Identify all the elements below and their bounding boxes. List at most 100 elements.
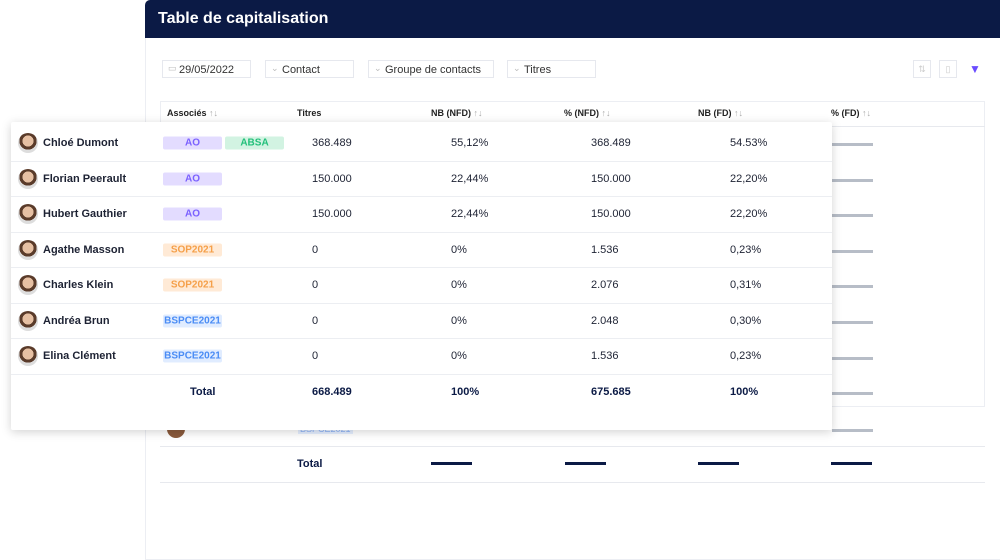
title-badge: BSPCE2021 [163, 349, 222, 363]
pct-nfd-cell: 22,44% [451, 172, 489, 185]
total-row: Total 668.489 100% 675.685 100% [11, 375, 832, 411]
associate-name: Charles Klein [43, 279, 114, 292]
col-pct-nfd[interactable]: % (NFD) ↑↓ [564, 108, 611, 118]
titres-cell: 0 [312, 350, 319, 363]
sort-icon: ↑↓ [601, 108, 611, 118]
pct-fd-cell: 22,20% [730, 172, 768, 185]
titres-cell: 0 [312, 243, 319, 256]
total-pct-fd: 100% [730, 386, 759, 399]
titres-cell: 368.489 [312, 137, 352, 150]
avatar [18, 204, 38, 225]
pct-nfd-cell: 0% [451, 314, 467, 327]
titres-cell: 0 [312, 314, 319, 327]
titres-label: Titres [524, 64, 552, 76]
nb-fd-cell: 368.489 [591, 137, 631, 150]
table-row[interactable]: Agathe Masson SOP2021 0 0% 1.536 0,23% [11, 233, 832, 268]
filter-icon[interactable]: ▼ [969, 62, 981, 76]
pct-fd-cell: 22,20% [730, 208, 768, 221]
pct-fd-cell: 54.53% [730, 137, 768, 150]
title-badge: BSPCE2021 [163, 314, 222, 328]
col-titres[interactable]: Titres [297, 108, 322, 118]
placeholder-bar [832, 285, 873, 288]
chevron-down-icon: ⌄ [513, 63, 521, 73]
chevron-down-icon: ⌄ [374, 63, 382, 73]
table-row[interactable]: Elina Clément BSPCE2021 0 0% 1.536 0,23% [11, 339, 832, 375]
table-row[interactable]: Charles Klein SOP2021 0 0% 2.076 0,31% [11, 268, 832, 304]
placeholder-bar [832, 179, 873, 182]
associate-name: Elina Clément [43, 350, 116, 363]
titres-cell: 150.000 [312, 208, 352, 221]
placeholder-bar [832, 214, 873, 217]
total-label: Total [190, 386, 216, 399]
total-nb-fd: 675.685 [591, 386, 631, 399]
date-value: 29/05/2022 [179, 64, 235, 76]
associate-name: Agathe Masson [43, 243, 125, 256]
pct-nfd-cell: 0% [451, 243, 467, 256]
columns-button[interactable]: ⇅ [913, 60, 931, 78]
placeholder-bar [832, 357, 873, 360]
nb-fd-cell: 150.000 [591, 172, 631, 185]
col-nb-fd[interactable]: NB (FD) ↑↓ [698, 108, 744, 118]
pct-fd-cell: 0,23% [730, 243, 762, 256]
associate-name: Chloé Dumont [43, 137, 119, 150]
placeholder-bar [832, 321, 873, 324]
placeholder-bar [831, 462, 872, 465]
table-row[interactable]: Florian Peerault AO 150.000 22,44% 150.000… [11, 162, 832, 197]
divider [160, 446, 985, 447]
avatar [18, 168, 38, 189]
placeholder-bar [698, 462, 739, 465]
placeholder-bar [832, 392, 873, 395]
pct-nfd-cell: 0% [451, 279, 467, 292]
title-badge: AO [163, 172, 222, 186]
title-badge: AO [163, 136, 222, 150]
calendar-icon: ▭ [168, 63, 177, 73]
placeholder-bar [832, 429, 873, 432]
title-badge: ABSA [225, 136, 284, 150]
table-row[interactable]: Andréa Brun BSPCE2021 0 0% 2.048 0,30% [11, 304, 832, 339]
nb-fd-cell: 150.000 [591, 208, 631, 221]
table-row[interactable]: Chloé Dumont AO ABSA 368.489 55,12% 368.489… [11, 126, 832, 162]
avatar [18, 310, 38, 331]
group-filter[interactable]: ⌄ Groupe de contacts [368, 60, 494, 78]
avatar [18, 275, 38, 296]
nb-fd-cell: 2.048 [591, 314, 619, 327]
titres-cell: 150.000 [312, 172, 352, 185]
titres-filter[interactable]: ⌄ Titres [507, 60, 596, 78]
col-associes[interactable]: Associés ↑↓ [167, 108, 219, 118]
titres-cell: 0 [312, 279, 319, 292]
placeholder-bar [565, 462, 606, 465]
title-badge: SOP2021 [163, 278, 222, 292]
group-label: Groupe de contacts [385, 64, 482, 76]
page-title: Table de capitalisation [145, 0, 1000, 38]
sort-icon: ↑↓ [473, 108, 483, 118]
contact-filter[interactable]: ⌄ Contact [265, 60, 354, 78]
divider [160, 482, 985, 483]
cap-table-card: Chloé Dumont AO ABSA 368.489 55,12% 368.489… [11, 122, 832, 430]
pct-nfd-cell: 55,12% [451, 137, 489, 150]
col-pct-fd[interactable]: % (FD) ↑↓ [831, 108, 872, 118]
avatar [18, 133, 38, 154]
export-button[interactable]: ▯ [939, 60, 957, 78]
pct-fd-cell: 0,30% [730, 314, 762, 327]
sort-icon: ↑↓ [862, 108, 872, 118]
associate-name: Florian Peerault [43, 172, 127, 185]
total-titres: 668.489 [312, 386, 352, 399]
nb-fd-cell: 1.536 [591, 243, 619, 256]
nb-fd-cell: 2.076 [591, 279, 619, 292]
sort-icon: ↑↓ [209, 108, 219, 118]
avatar [18, 239, 38, 260]
pct-nfd-cell: 0% [451, 350, 467, 363]
associate-name: Andréa Brun [43, 314, 110, 327]
chevron-down-icon: ⌄ [271, 63, 279, 73]
avatar [18, 346, 38, 367]
table-row[interactable]: Hubert Gauthier AO 150.000 22,44% 150.000 … [11, 197, 832, 233]
title-badge: AO [163, 207, 222, 221]
pct-nfd-cell: 22,44% [451, 208, 489, 221]
placeholder-bar [832, 250, 873, 253]
col-nb-nfd[interactable]: NB (NFD) ↑↓ [431, 108, 483, 118]
sliders-icon: ⇅ [918, 64, 926, 74]
pct-fd-cell: 0,23% [730, 350, 762, 363]
pct-fd-cell: 0,31% [730, 279, 762, 292]
total-pct-nfd: 100% [451, 386, 480, 399]
date-filter[interactable]: ▭ 29/05/2022 [162, 60, 251, 78]
